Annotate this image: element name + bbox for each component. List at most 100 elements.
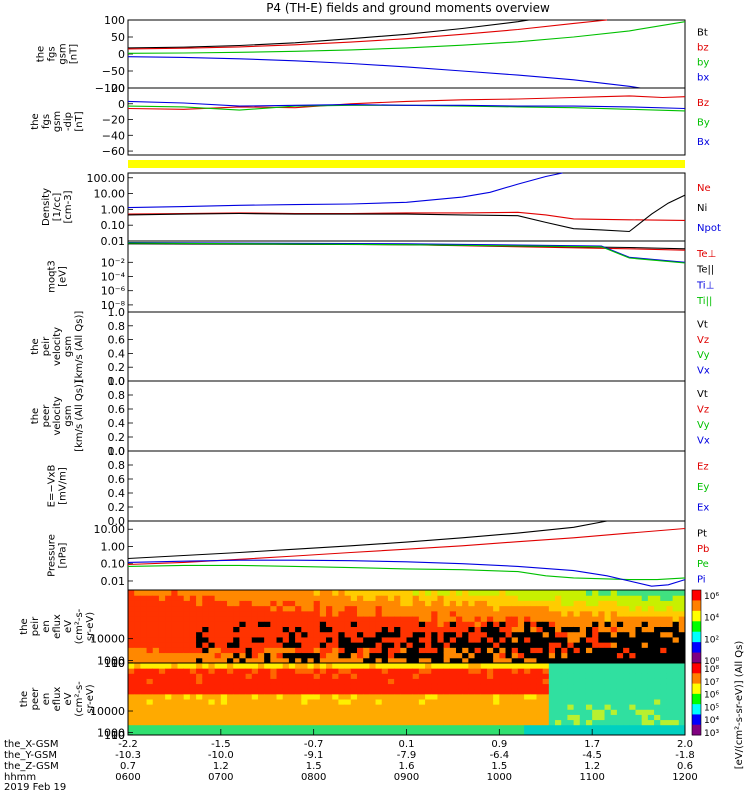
heatmap-cell xyxy=(375,642,383,648)
heatmap-cell xyxy=(251,699,259,705)
heatmap-cell xyxy=(245,729,253,736)
heatmap-cell xyxy=(227,631,234,638)
heatmap-cell xyxy=(530,729,537,736)
heatmap-cell xyxy=(468,693,476,700)
heatmap-cell xyxy=(282,657,290,664)
heatmap-cell xyxy=(536,709,544,715)
heatmap-cell xyxy=(332,668,339,674)
heatmap-cell xyxy=(641,595,649,601)
heatmap-cell xyxy=(592,626,599,633)
heatmap-cell xyxy=(158,699,166,705)
heatmap-cell xyxy=(146,600,154,607)
heatmap-cell xyxy=(319,610,327,617)
heatmap-cell xyxy=(288,631,296,638)
heatmap-cell xyxy=(493,678,500,685)
heatmap-cell xyxy=(610,688,618,695)
heatmap-cell xyxy=(579,610,587,617)
heatmap-cell xyxy=(288,729,296,736)
heatmap-cell xyxy=(437,724,445,731)
heatmap-cell xyxy=(573,621,581,627)
heatmap-cell xyxy=(530,600,537,607)
heatmap-cell xyxy=(412,595,420,601)
heatmap-cell xyxy=(456,590,463,596)
heatmap-cell xyxy=(214,719,222,726)
heatmap-cell xyxy=(635,610,643,617)
heatmap-cell xyxy=(356,652,364,659)
y-tick-label: −20 xyxy=(102,114,125,127)
x-tick-value: 0.9 xyxy=(491,739,507,750)
heatmap-cell xyxy=(295,610,302,617)
heatmap-cell xyxy=(623,595,630,601)
heatmap-cell xyxy=(251,673,259,679)
heatmap-cell xyxy=(437,657,445,664)
heatmap-cell xyxy=(493,626,500,633)
heatmap-cell xyxy=(468,600,476,607)
heatmap-cell xyxy=(536,657,544,664)
heatmap-cell xyxy=(604,636,612,643)
heatmap-cell xyxy=(152,729,160,736)
heatmap-cell xyxy=(449,668,457,674)
series-line-bz xyxy=(127,19,608,50)
heatmap-cell xyxy=(418,590,426,596)
heatmap-cell xyxy=(319,709,327,715)
heatmap-cell xyxy=(288,657,296,664)
heatmap-cell xyxy=(437,693,445,700)
y-axis-label-line: velocity xyxy=(52,396,63,435)
heatmap-cell xyxy=(437,673,445,679)
heatmap-cell xyxy=(654,693,661,700)
heatmap-cell xyxy=(177,600,185,607)
heatmap-cell xyxy=(220,668,228,674)
legend-entry: Ex xyxy=(697,503,709,514)
heatmap-cell xyxy=(418,693,426,700)
heatmap-cell xyxy=(449,673,457,679)
heatmap-cell xyxy=(196,719,203,726)
heatmap-cell xyxy=(183,590,191,596)
heatmap-cell xyxy=(425,688,432,695)
heatmap-cell xyxy=(128,678,135,685)
heatmap-cell xyxy=(474,663,482,669)
heatmap-cell xyxy=(189,673,197,679)
y-axis-label-line: eV xyxy=(63,620,74,633)
series-line-Bx xyxy=(127,100,686,110)
heatmap-cell xyxy=(647,714,655,721)
heatmap-cell xyxy=(183,678,191,685)
heatmap-cell xyxy=(208,704,216,710)
heatmap-cell xyxy=(536,704,544,710)
heatmap-cell xyxy=(245,657,253,664)
heatmap-cell xyxy=(189,699,197,705)
heatmap-cell xyxy=(623,663,630,669)
heatmap-cell xyxy=(208,657,216,664)
heatmap-cell xyxy=(456,626,463,633)
heatmap-cell xyxy=(610,719,618,726)
heatmap-cell xyxy=(387,699,395,705)
heatmap-cell xyxy=(486,647,494,654)
heatmap-cell xyxy=(604,590,612,596)
heatmap-cell xyxy=(641,600,649,607)
heatmap-cell xyxy=(635,626,643,633)
heatmap-cell xyxy=(171,605,179,612)
heatmap-cell xyxy=(610,657,618,664)
heatmap-cell xyxy=(635,683,643,690)
heatmap-cell xyxy=(202,631,209,638)
heatmap-cell xyxy=(227,616,234,622)
heatmap-cell xyxy=(542,600,550,607)
heatmap-cell xyxy=(158,642,166,648)
heatmap-cell xyxy=(214,693,222,700)
x-tick-value: 1.6 xyxy=(399,761,415,772)
heatmap-cell xyxy=(227,699,234,705)
heatmap-cell xyxy=(338,729,346,736)
heatmap-cell xyxy=(660,636,667,643)
heatmap-cell xyxy=(282,719,290,726)
heatmap-cell xyxy=(623,616,630,622)
heatmap-cell xyxy=(579,600,587,607)
heatmap-cell xyxy=(202,668,209,674)
heatmap-cell xyxy=(474,636,482,643)
heatmap-cell xyxy=(530,595,537,601)
heatmap-cell xyxy=(406,590,414,596)
heatmap-cell xyxy=(616,714,624,721)
heatmap-cell xyxy=(295,657,302,664)
heatmap-cell xyxy=(165,704,172,710)
heatmap-cell xyxy=(165,621,172,627)
heatmap-cell xyxy=(456,688,463,695)
